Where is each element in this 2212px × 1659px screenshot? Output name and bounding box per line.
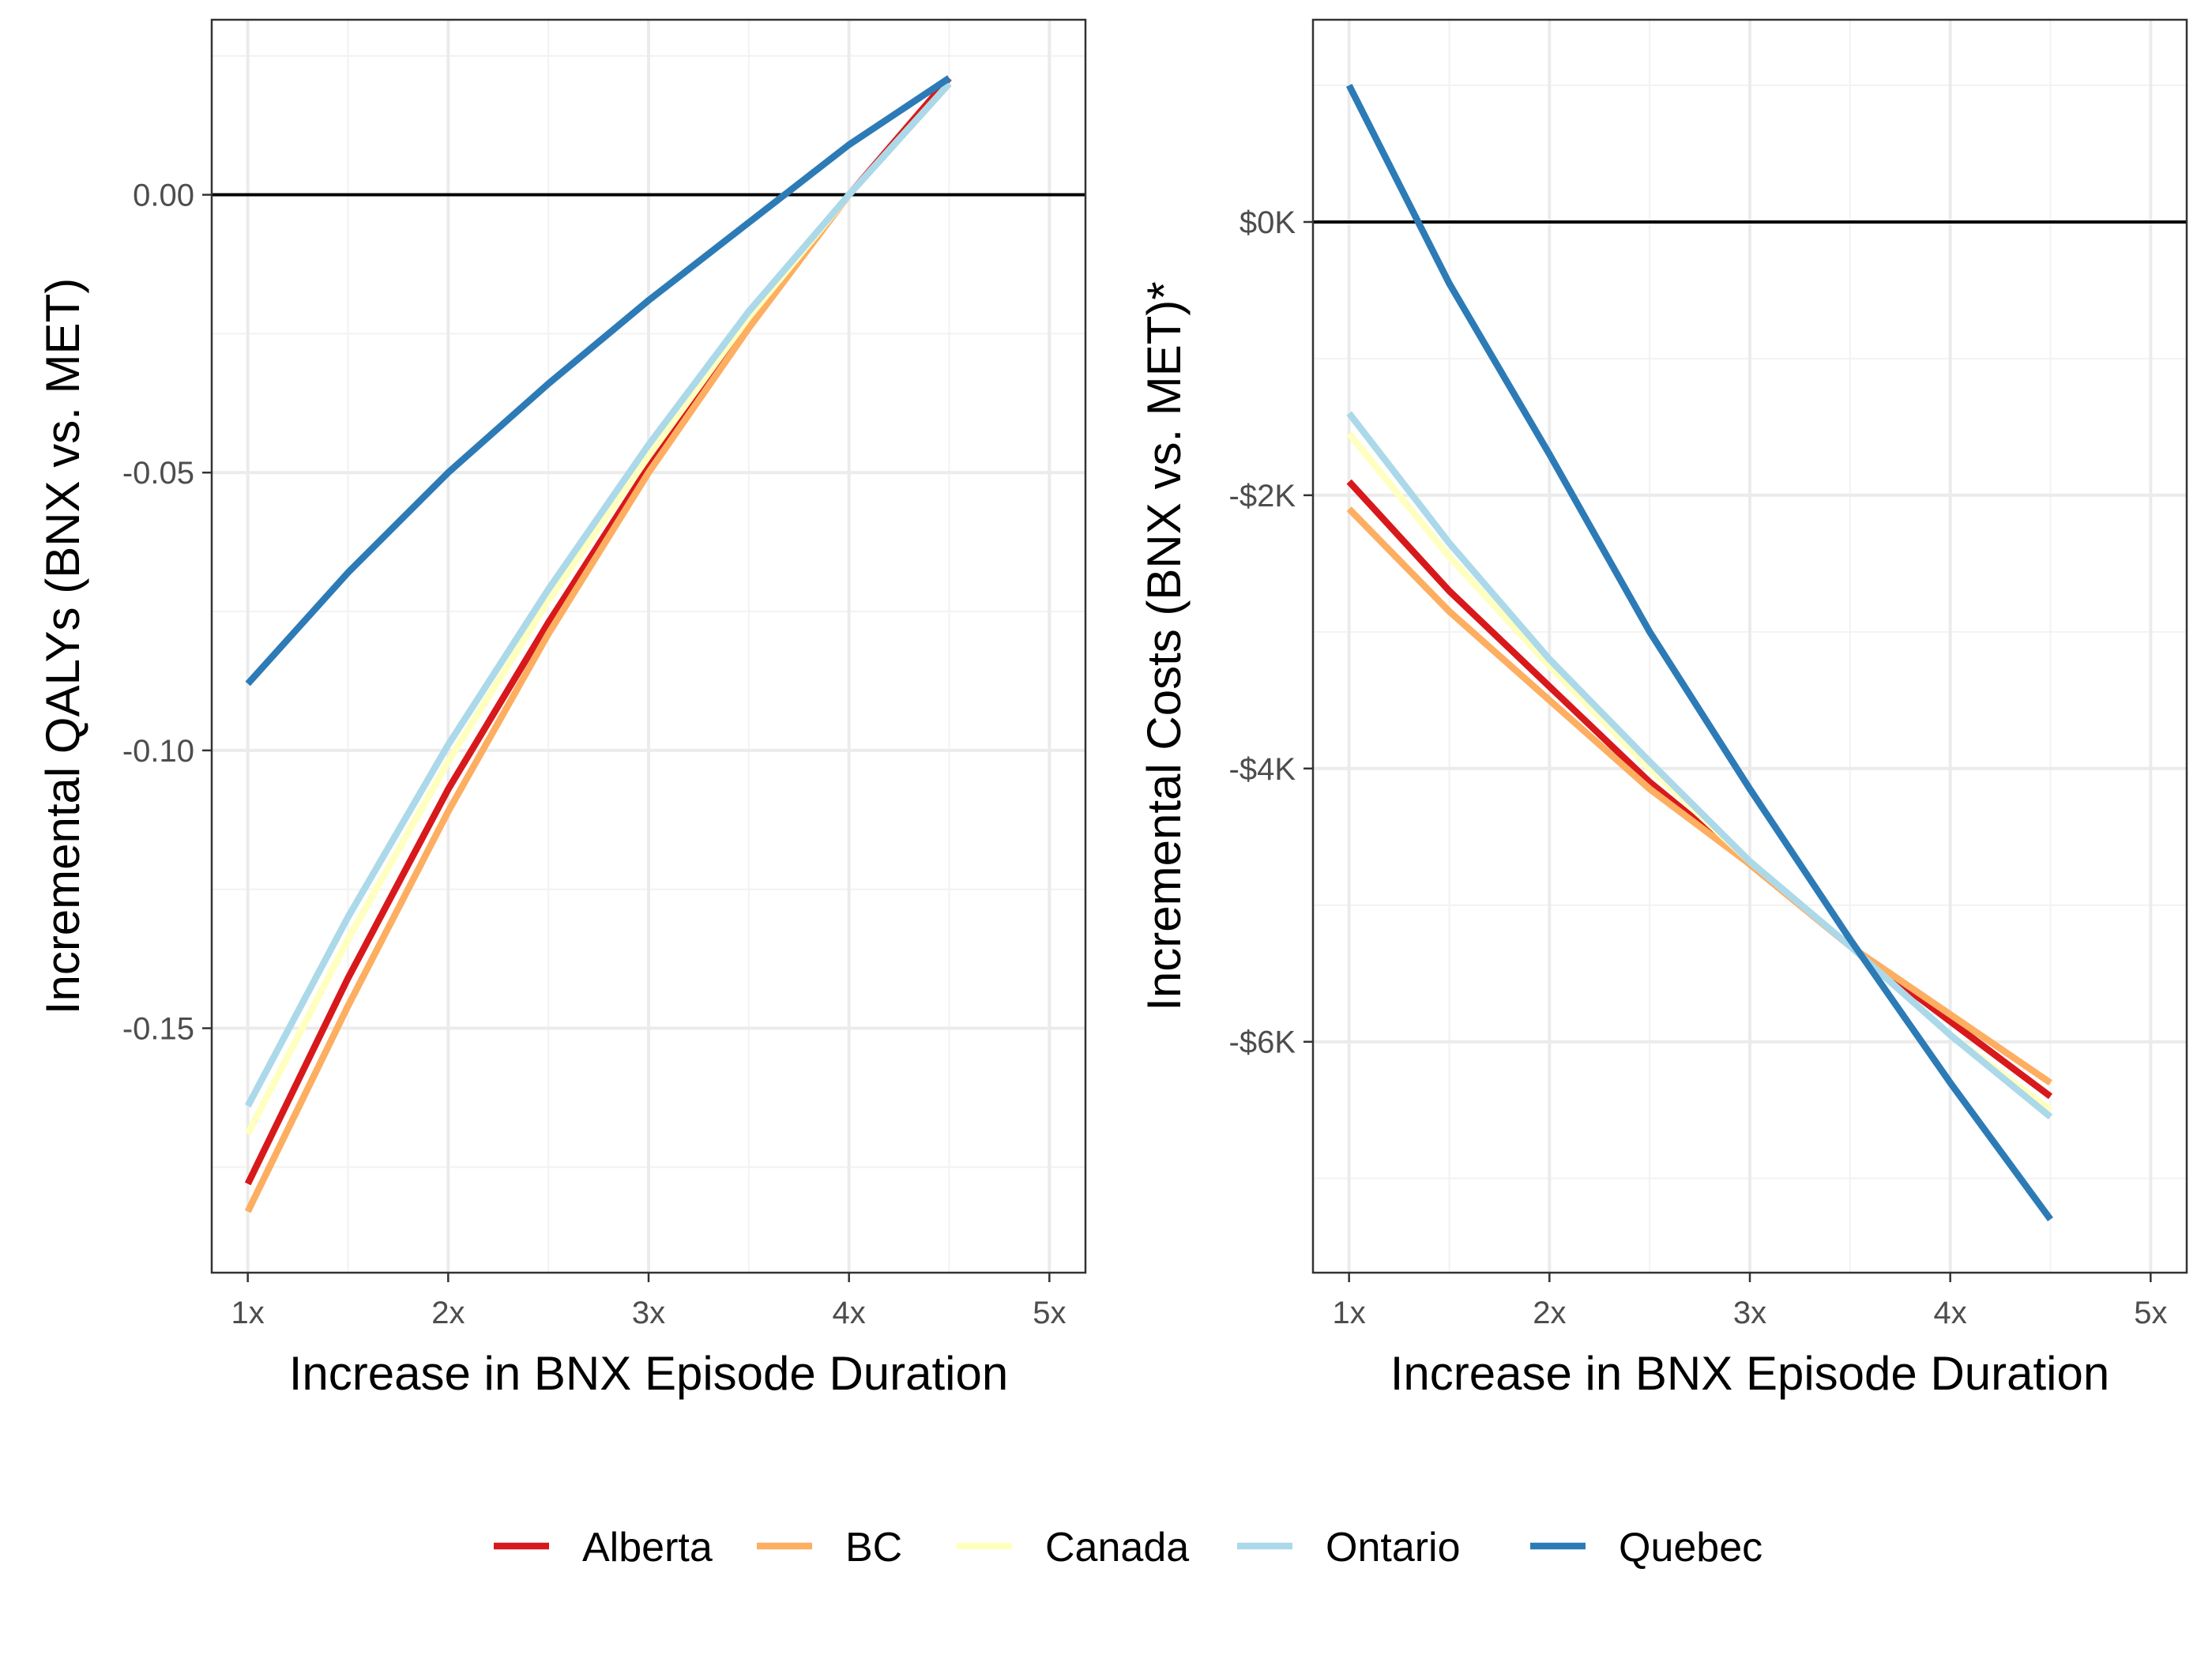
legend-label-canada: Canada <box>1045 1525 1189 1571</box>
legend-item-quebec: Quebec <box>1530 1525 1762 1571</box>
qalys-x-tick-label: 4x <box>833 1296 866 1330</box>
qalys-y-tick-label: -0.05 <box>122 456 194 491</box>
costs-series <box>1345 84 2053 1222</box>
costs-x-tick-label: 1x <box>1333 1296 1366 1330</box>
legend-item-ontario: Ontario <box>1237 1525 1461 1571</box>
costs-line-quebec <box>1345 84 2053 1222</box>
qalys-y-tick-label: 0.00 <box>133 179 194 213</box>
qalys-x-tick-label: 3x <box>632 1296 665 1330</box>
costs-y-tick-label: -$2K <box>1229 479 1296 514</box>
legend-label-quebec: Quebec <box>1619 1525 1762 1571</box>
costs-x-axis-title: Increase in BNX Episode Duration <box>1390 1347 2110 1400</box>
costs-x-tick-label: 2x <box>1533 1296 1566 1330</box>
qalys-y-axis-title: Incremental QALYs (BNX vs. MET) <box>36 278 89 1014</box>
costs-gridlines <box>1313 20 2187 1273</box>
legend-label-alberta: Alberta <box>582 1525 713 1571</box>
costs-y-tick-label: -$4K <box>1229 752 1296 787</box>
qalys-y-tick-label: -0.10 <box>122 734 194 769</box>
qalys-x-axis-title: Increase in BNX Episode Duration <box>289 1347 1009 1400</box>
costs-line-ontario <box>1346 411 2053 1120</box>
costs-y-axis-title: Incremental Costs (BNX vs. MET)* <box>1138 281 1191 1011</box>
qalys-x-tick-label: 2x <box>431 1296 465 1330</box>
legend-item-bc: BC <box>757 1525 902 1571</box>
qalys-gridlines <box>212 20 1085 1273</box>
costs-panel: 1x 2x 3x 4x 5x $0K -$2K -$4K -$6K Increase in BNX… <box>1138 18 2188 1400</box>
qalys-panel: 1x 2x 3x 4x 5x 0.00 -0.05 -0.10 -0.15 Increase in… <box>36 18 1087 1400</box>
qalys-x-tick-label: 1x <box>231 1296 265 1330</box>
legend-item-canada: Canada <box>957 1525 1189 1571</box>
legend-label-ontario: Ontario <box>1326 1525 1461 1571</box>
qalys-series <box>244 75 952 1213</box>
costs-y-tick-label: -$6K <box>1229 1025 1296 1060</box>
costs-x-tick-label: 4x <box>1934 1296 1967 1330</box>
legend-item-alberta: Alberta <box>494 1525 713 1571</box>
qalys-line-quebec <box>245 75 951 687</box>
costs-line-bc <box>1346 506 2052 1086</box>
qalys-x-tick-label: 5x <box>1033 1296 1066 1330</box>
legend: Alberta BC Canada Ontario Quebec <box>494 1525 1762 1571</box>
legend-label-bc: BC <box>845 1525 902 1571</box>
costs-y-tick-label: $0K <box>1240 205 1296 240</box>
costs-x-tick-label: 3x <box>1733 1296 1766 1330</box>
qalys-y-tick-label: -0.15 <box>122 1012 194 1047</box>
costs-x-tick-label: 5x <box>2134 1296 2167 1330</box>
qalys-line-ontario <box>244 81 952 1108</box>
